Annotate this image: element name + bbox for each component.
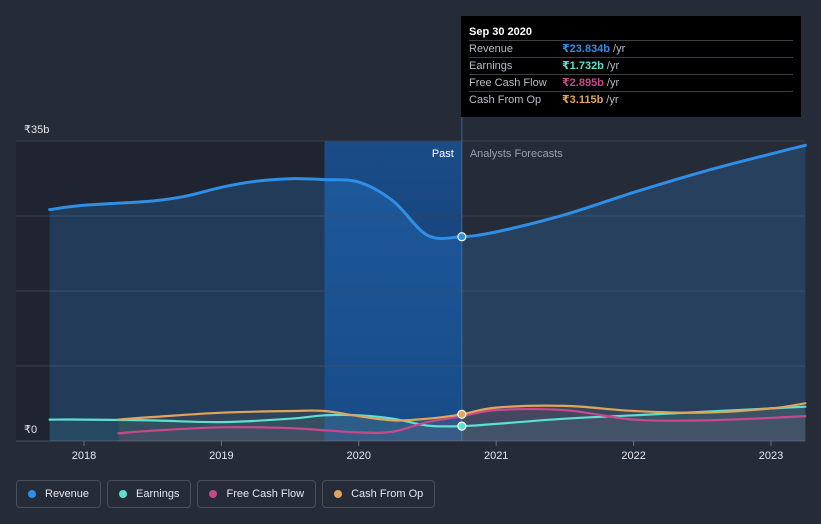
earnings-area [49, 406, 806, 441]
earnings-marker [457, 421, 467, 431]
x-axis-label: 2023 [759, 450, 783, 462]
legend-item-earnings[interactable]: Earnings [107, 480, 192, 508]
tooltip-row-cash-from-op: Cash From Op ₹3.115b /yr [469, 91, 793, 108]
tooltip: Sep 30 2020 Revenue ₹23.834b /yr Earning… [461, 16, 801, 117]
tooltip-value: ₹3.115b [562, 94, 604, 106]
tooltip-row-earnings: Earnings ₹1.732b /yr [469, 57, 793, 74]
legend-label: Revenue [45, 488, 90, 500]
legend-label: Free Cash Flow [226, 488, 305, 500]
legend-dot-icon [28, 490, 36, 498]
tooltip-date: Sep 30 2020 [469, 26, 532, 38]
cash-from-op-marker [457, 409, 467, 419]
legend-label: Cash From Op [351, 488, 424, 500]
revenue-marker [457, 232, 467, 242]
x-axis-label: 2020 [347, 450, 371, 462]
revenue-line [48, 143, 807, 240]
legend-dot-icon [209, 490, 218, 498]
tooltip-value: ₹1.732b [562, 60, 604, 72]
x-axis-label: 2022 [621, 450, 645, 462]
tooltip-unit: /yr [606, 77, 620, 89]
x-axis-label: 2021 [484, 450, 508, 462]
free-cash-flow-line [117, 408, 807, 435]
tooltip-row-revenue: Revenue ₹23.834b /yr [469, 40, 793, 57]
tooltip-unit: /yr [613, 43, 626, 55]
legend-label: Earnings [136, 488, 180, 500]
tooltip-label: Revenue [469, 43, 514, 55]
y-axis-label: ₹0 [24, 424, 37, 436]
legend-item-free-cash-flow[interactable]: Free Cash Flow [197, 480, 317, 508]
tooltip-value: ₹23.834b [562, 43, 611, 55]
tooltip-unit: /yr [606, 60, 620, 72]
tooltip-value: ₹2.895b [562, 77, 604, 89]
legend-dot-icon [334, 490, 343, 498]
tooltip-unit: /yr [606, 94, 619, 106]
cash-from-op-line [117, 402, 807, 422]
legend-dot-icon [119, 490, 128, 498]
x-axis-label: 2019 [209, 450, 233, 462]
legend: Revenue Earnings Free Cash Flow Cash Fro… [16, 480, 436, 508]
analysts-forecasts-label: Analysts Forecasts [470, 148, 563, 160]
tooltip-label: Earnings [469, 60, 513, 72]
legend-item-revenue[interactable]: Revenue [16, 480, 102, 508]
tooltip-row-free-cash-flow: Free Cash Flow ₹2.895b /yr [469, 74, 793, 91]
tooltip-label: Cash From Op [469, 94, 542, 106]
legend-item-cash-from-op[interactable]: Cash From Op [322, 480, 436, 508]
tooltip-label: Free Cash Flow [469, 77, 547, 89]
x-axis-label: 2018 [72, 450, 96, 462]
y-axis-label: ₹35b [24, 124, 49, 136]
revenue-area [49, 145, 806, 442]
past-label: Past [432, 148, 454, 160]
